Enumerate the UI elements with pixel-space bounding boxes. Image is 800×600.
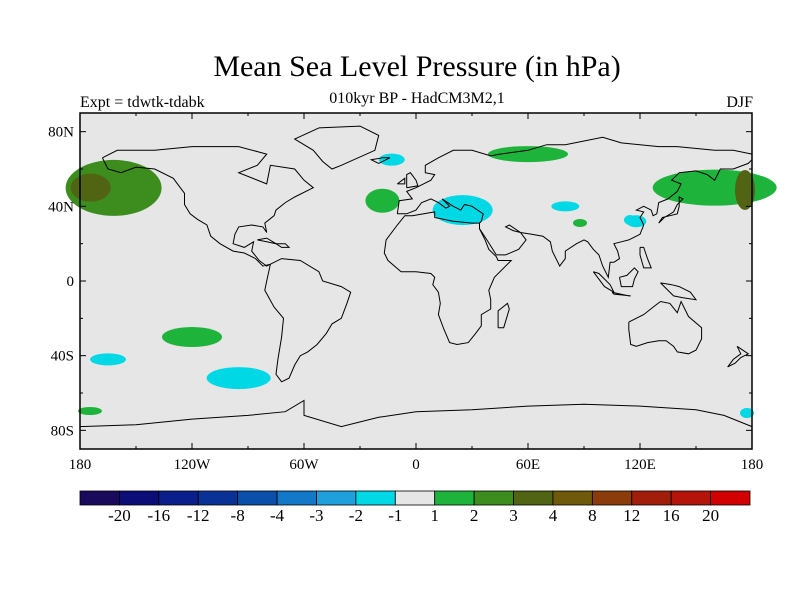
colorbar-label: -8	[230, 506, 245, 525]
anomaly-patch	[740, 408, 754, 418]
coastline	[101, 146, 315, 267]
colorbar-label: -2	[348, 506, 363, 525]
colorbar-swatch	[158, 490, 199, 506]
lon-tick-label: 0	[412, 457, 420, 473]
lon-tick-label: 180	[69, 457, 92, 473]
anomaly-central-asia-low	[551, 201, 580, 212]
coastline	[658, 196, 684, 224]
coastline	[479, 159, 753, 280]
colorbar-swatch	[276, 490, 317, 506]
coastline	[293, 125, 380, 170]
coastline	[275, 243, 291, 248]
anomaly-azores-high	[365, 188, 400, 213]
season-label: DJF	[726, 94, 753, 111]
colorbar-label: 8	[588, 506, 597, 525]
colorbar-swatch	[631, 490, 672, 506]
coastline	[406, 172, 419, 189]
map-background	[80, 113, 752, 449]
colorbar-swatch	[237, 490, 278, 506]
colorbar-label: -3	[309, 506, 324, 525]
anomaly-greenland-low	[378, 153, 405, 166]
colorbar-label: 20	[702, 506, 720, 525]
colorbar-label: 2	[469, 506, 479, 525]
lat-tick-label: 40N	[48, 199, 74, 215]
coastline	[396, 136, 753, 214]
anomaly-south-pacific-high	[162, 327, 222, 347]
colorbar-swatch	[670, 490, 711, 506]
colorbar-label: 3	[509, 506, 518, 525]
lat-tick-label: 80S	[51, 423, 74, 439]
coastline	[264, 258, 352, 383]
colorbar-label: 4	[548, 506, 558, 525]
lon-tick-label: 60E	[516, 457, 540, 473]
coastline	[397, 198, 484, 224]
anomaly-siberia-high	[488, 146, 568, 163]
coastline	[619, 267, 639, 288]
colorbar	[79, 490, 751, 506]
chart-title: Mean Sea Level Pressure (in hPa)	[213, 50, 621, 83]
colorbar-swatch	[316, 490, 357, 506]
chart-subtitle: 010kyr BP - HadCM3M2,1	[329, 90, 505, 107]
anomaly-japan-high	[652, 169, 777, 206]
colorbar-label: 16	[662, 506, 680, 525]
anomaly-patch	[735, 170, 755, 210]
colorbar-label: -1	[388, 506, 403, 525]
lon-tick-label: 60W	[289, 457, 319, 473]
axis-ticks: 80N 40N 0 40S 80S 180 120W 60W 0 60E 120E 180	[48, 113, 763, 473]
anomaly-north-pacific-core	[70, 173, 111, 202]
coastline	[611, 291, 631, 297]
colorbar-swatch	[119, 490, 160, 506]
coastlines	[79, 125, 753, 428]
colorbar-swatch	[434, 490, 475, 506]
colorbar-swatch	[513, 490, 554, 506]
colorbar-label: -16	[147, 506, 171, 525]
colorbar-swatch	[394, 490, 436, 506]
colorbar-label: -20	[108, 506, 131, 525]
colorbar-label: -4	[269, 506, 285, 525]
lon-tick-label: 120E	[624, 457, 656, 473]
colorbar-label: -12	[186, 506, 210, 525]
colorbar-swatch	[355, 490, 396, 506]
colorbar-swatch	[552, 490, 593, 506]
colorbar-swatch	[473, 490, 514, 506]
coastline	[639, 246, 652, 269]
lat-tick-label: 0	[67, 274, 75, 290]
coastline	[660, 282, 698, 301]
anomaly-drake-passage-low	[206, 367, 271, 390]
coastline	[497, 302, 510, 329]
anomaly-patch	[573, 219, 587, 227]
coastline	[383, 211, 513, 346]
lon-tick-label: 180	[741, 457, 764, 473]
lat-tick-label: 80N	[48, 125, 74, 141]
anomaly-patch	[78, 407, 102, 415]
coastline	[257, 237, 277, 245]
coastline	[369, 157, 391, 164]
coastline	[727, 345, 750, 368]
lat-tick-label: 40S	[51, 349, 74, 365]
lon-tick-label: 120W	[174, 457, 212, 473]
colorbar-swatch	[79, 490, 120, 506]
colorbar-label: 1	[430, 506, 439, 525]
colorbar-swatch	[710, 490, 751, 506]
coastline	[628, 300, 703, 355]
coastline	[79, 399, 753, 428]
colorbar-swatch	[197, 490, 239, 506]
anomaly-mediterranean-low	[432, 195, 493, 226]
anomaly-patch	[624, 215, 636, 225]
colorbar-label: 12	[623, 506, 641, 525]
experiment-label: Expt = tdwtk-tdabk	[80, 94, 205, 111]
anomaly-south-pacific-low	[90, 353, 126, 366]
coastline	[397, 177, 406, 185]
colorbar-swatch	[591, 490, 633, 506]
coastline	[592, 271, 616, 294]
